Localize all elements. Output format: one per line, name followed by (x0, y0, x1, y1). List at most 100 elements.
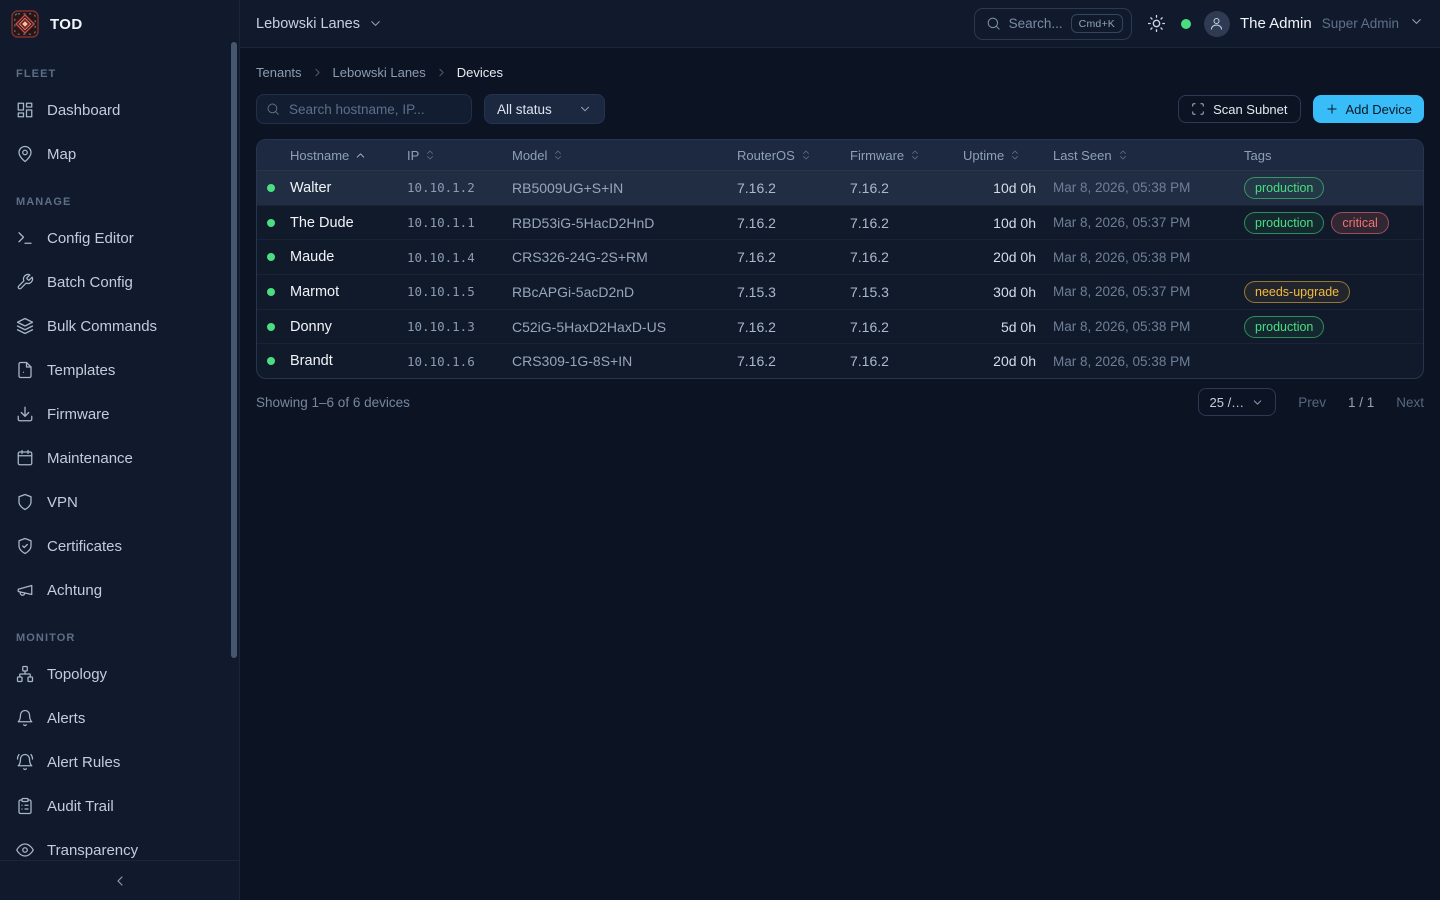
sidebar-item-config-editor[interactable]: Config Editor (8, 216, 231, 260)
cell-hostname: Brandt (290, 353, 333, 370)
device-search-input[interactable] (256, 94, 472, 124)
cell-routeros: 7.16.2 (737, 249, 776, 266)
sidebar: TOD FLEET Dashboard Map MANAGE Config Editor… (0, 0, 240, 900)
column-header-firmware[interactable]: Firmware (850, 148, 963, 163)
sidebar-item-certificates[interactable]: Certificates (8, 524, 231, 568)
theme-toggle-button[interactable] (1145, 12, 1168, 35)
sidebar-item-alerts[interactable]: Alerts (8, 696, 231, 740)
column-header-uptime[interactable]: Uptime (963, 148, 1053, 163)
page-size-select[interactable]: 25 /… (1197, 388, 1277, 417)
cell-model: RBD53iG-5HacD2HnD (512, 214, 655, 231)
results-summary: Showing 1–6 of 6 devices (256, 394, 410, 410)
status-filter-select[interactable]: All status (484, 94, 605, 124)
column-header-tags: Tags (1244, 147, 1272, 163)
global-search[interactable]: Search... Cmd+K (973, 7, 1132, 40)
tag-production: production (1244, 211, 1325, 234)
sidebar-item-vpn[interactable]: VPN (8, 480, 231, 524)
status-dot-online (267, 287, 275, 296)
sidebar-collapse-button[interactable] (112, 873, 128, 889)
column-header-routeros[interactable]: RouterOS (737, 148, 850, 163)
topbar: Lebowski Lanes Search... Cmd+K The Admin… (240, 0, 1440, 48)
sidebar-item-label: Maintenance (47, 449, 133, 467)
cell-tags: production (1244, 176, 1423, 199)
chevron-right-icon (314, 68, 320, 76)
sidebar-item-label: Config Editor (47, 229, 134, 247)
brand[interactable]: TOD (0, 0, 239, 48)
scan-subnet-button[interactable]: Scan Subnet (1178, 95, 1301, 123)
cell-ip: 10.10.1.6 (407, 353, 475, 369)
breadcrumb-lebowski-lanes[interactable]: Lebowski Lanes (332, 64, 426, 80)
breadcrumb-tenants[interactable]: Tenants (256, 64, 302, 80)
prev-page-button[interactable]: Prev (1298, 394, 1326, 410)
sidebar-item-label: Transparency (47, 841, 139, 859)
sidebar-item-label: Firmware (47, 405, 110, 423)
add-device-button[interactable]: Add Device (1312, 95, 1424, 123)
eye-icon (16, 843, 34, 857)
connection-status-dot (1180, 18, 1191, 29)
clipboard-list-icon (18, 797, 32, 815)
next-page-button[interactable]: Next (1396, 394, 1424, 410)
sidebar-item-batch-config[interactable]: Batch Config (8, 260, 231, 304)
sidebar-item-label: Audit Trail (47, 797, 114, 815)
table-row-the-dude[interactable]: The Dude 10.10.1.1 RBD53iG-5HacD2HnD 7.1… (257, 204, 1423, 240)
global-search-placeholder: Search... (1008, 16, 1063, 31)
table-row-donny[interactable]: Donny 10.10.1.3 C52iG-5HaxD2HaxD-US 7.16… (257, 308, 1423, 344)
table-row-walter[interactable]: Walter 10.10.1.2 RB5009UG+S+IN 7.16.2 7.… (257, 170, 1423, 205)
tenant-switcher[interactable]: Lebowski Lanes (256, 16, 383, 32)
sidebar-item-topology[interactable]: Topology (8, 652, 231, 696)
cell-model: CRS326-24G-2S+RM (512, 249, 648, 266)
breadcrumb-devices: Devices (456, 64, 504, 80)
table-row-maude[interactable]: Maude 10.10.1.4 CRS326-24G-2S+RM 7.16.2 … (257, 239, 1423, 274)
pagination: 25 /… Prev 1 / 1 Next (1197, 388, 1424, 417)
sidebar-item-achtung[interactable]: Achtung (8, 568, 231, 612)
column-header-ip[interactable]: IP (407, 148, 512, 163)
sidebar-item-templates[interactable]: Templates (8, 348, 231, 392)
chevron-right-icon (439, 68, 444, 76)
column-header-hostname[interactable]: Hostname (290, 148, 407, 163)
cell-routeros: 7.16.2 (737, 353, 776, 370)
chevron-down-icon (1253, 400, 1262, 405)
table-row-marmot[interactable]: Marmot 10.10.1.5 RBcAPGi-5acD2nD 7.15.3 … (257, 274, 1423, 309)
user-menu[interactable]: The Admin Super Admin (1203, 10, 1424, 37)
cell-firmware: 7.16.2 (850, 249, 889, 266)
cell-last-seen: Mar 8, 2026, 05:38 PM (1053, 249, 1191, 265)
device-search (256, 94, 472, 124)
sidebar-item-label: Achtung (47, 581, 103, 599)
cell-routeros: 7.16.2 (737, 179, 776, 196)
cell-uptime: 20d 0h (993, 249, 1036, 266)
sidebar-item-map[interactable]: Map (8, 132, 231, 176)
user-icon (1211, 17, 1223, 30)
sidebar-item-label: Bulk Commands (47, 317, 158, 335)
search-icon (987, 17, 1000, 30)
cell-ip: 10.10.1.4 (407, 249, 475, 265)
table-row-brandt[interactable]: Brandt 10.10.1.6 CRS309-1G-8S+IN 7.16.2 … (257, 343, 1423, 378)
sidebar-item-alert-rules[interactable]: Alert Rules (8, 740, 231, 784)
column-header-last_seen[interactable]: Last Seen (1053, 148, 1244, 163)
sidebar-item-transparency[interactable]: Transparency (8, 828, 231, 860)
status-dot-online (267, 253, 275, 262)
status-dot-online (267, 357, 275, 366)
chevrons-up-down-icon (1012, 150, 1019, 160)
sidebar-nav: FLEET Dashboard Map MANAGE Config Editor Batc… (0, 48, 239, 860)
sidebar-item-bulk-commands[interactable]: Bulk Commands (8, 304, 231, 348)
cell-hostname: Marmot (290, 283, 340, 300)
wrench-icon (17, 273, 34, 290)
download-icon (17, 406, 33, 422)
sidebar-scrollbar[interactable] (231, 42, 237, 658)
toolbar: All status Scan Subnet Add Device (256, 94, 1424, 124)
megaphone-icon (17, 584, 33, 596)
rug-logo-icon (11, 10, 39, 38)
cell-last-seen: Mar 8, 2026, 05:37 PM (1053, 215, 1191, 231)
sidebar-item-firmware[interactable]: Firmware (8, 392, 231, 436)
user-name: The Admin (1239, 15, 1312, 32)
shield-icon (18, 493, 32, 511)
bell-ring-icon (16, 753, 34, 771)
device-table: Hostname IP Model RouterOS Firmware Uptime Las… (256, 139, 1424, 380)
scan-subnet-label: Scan Subnet (1213, 101, 1288, 117)
sidebar-item-maintenance[interactable]: Maintenance (8, 436, 231, 480)
column-header-model[interactable]: Model (512, 148, 737, 163)
sidebar-item-dashboard[interactable]: Dashboard (8, 88, 231, 132)
sidebar-item-audit-trail[interactable]: Audit Trail (8, 784, 231, 828)
cell-model: C52iG-5HaxD2HaxD-US (512, 318, 667, 335)
